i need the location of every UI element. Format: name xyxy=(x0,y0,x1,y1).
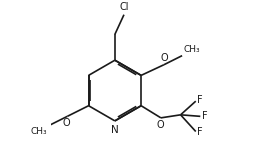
Text: O: O xyxy=(63,118,70,128)
Text: F: F xyxy=(197,127,203,137)
Text: CH₃: CH₃ xyxy=(184,45,200,54)
Text: F: F xyxy=(197,95,203,105)
Text: Cl: Cl xyxy=(120,2,130,12)
Text: N: N xyxy=(111,125,119,135)
Text: F: F xyxy=(201,111,207,121)
Text: CH₃: CH₃ xyxy=(31,127,47,136)
Text: O: O xyxy=(156,120,164,130)
Text: O: O xyxy=(161,53,168,63)
